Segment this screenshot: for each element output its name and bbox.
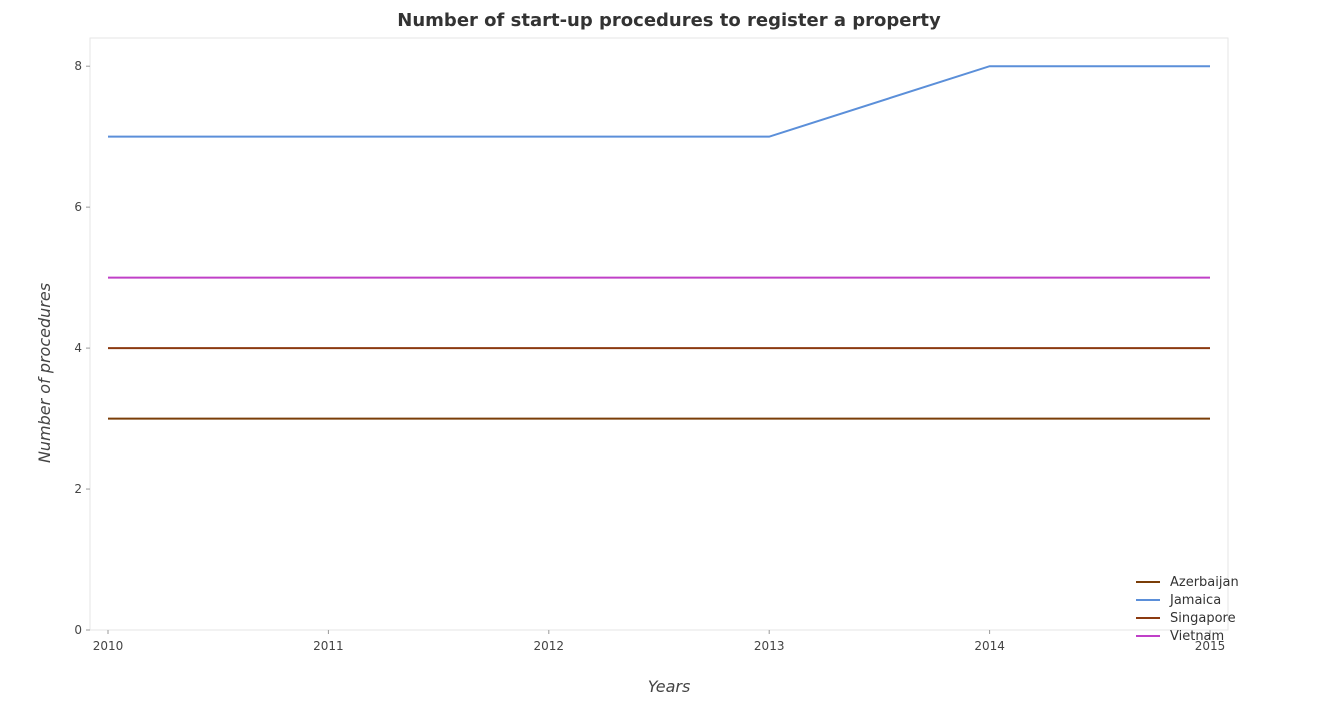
legend-label: Azerbaijan: [1170, 575, 1239, 590]
y-axis-label: Number of procedures: [35, 283, 54, 463]
legend-label: Jamaica: [1169, 593, 1221, 608]
x-axis-label: Years: [648, 677, 691, 696]
x-tick-label: 2011: [313, 639, 344, 653]
x-axis: 2010 2011 2012 2013 2014 2015: [93, 630, 1226, 653]
series-lines: [108, 65, 1210, 420]
y-tick-label: 4: [74, 341, 82, 355]
legend-label: Singapore: [1170, 611, 1236, 626]
x-tick-label: 2013: [754, 639, 785, 653]
x-tick-label: 2015: [1195, 639, 1226, 653]
y-tick-label: 2: [74, 482, 82, 496]
legend-label: Vietnam: [1170, 629, 1224, 644]
y-tick-label: 8: [74, 59, 82, 73]
y-axis: 0 2 4 6 8: [74, 59, 90, 637]
y-tick-label: 6: [74, 200, 82, 214]
chart-title: Number of start-up procedures to registe…: [397, 10, 941, 31]
x-tick-label: 2014: [974, 639, 1005, 653]
y-tick-label: 0: [74, 623, 82, 637]
x-tick-label: 2010: [93, 639, 124, 653]
x-tick-label: 2012: [534, 639, 565, 653]
legend: Azerbaijan Jamaica Singapore Vietnam: [1136, 575, 1239, 644]
plot-area: [89, 37, 1229, 631]
series-line-jamaica: [108, 65, 1210, 138]
